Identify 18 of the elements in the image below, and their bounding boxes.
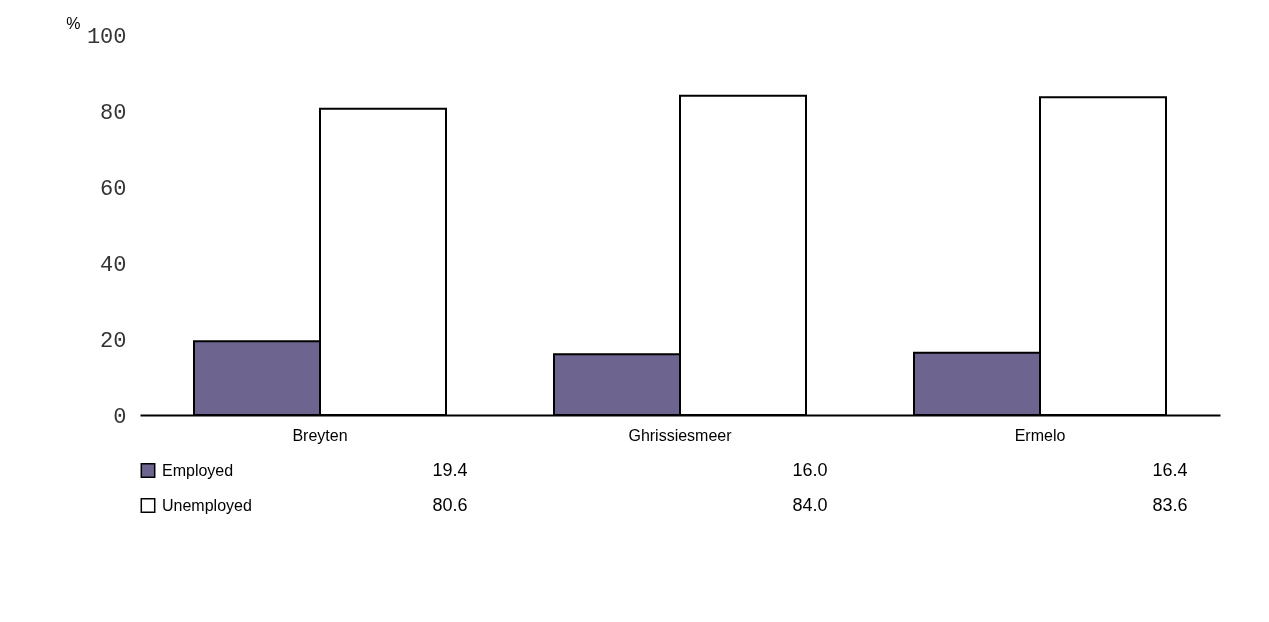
data-label: 83.6 [1152, 494, 1188, 515]
x-tick-label: Ghrissiesmeer [628, 426, 733, 444]
data-label: 16.0 [792, 459, 828, 480]
y-axis-title: % [66, 14, 81, 32]
y-tick-label: 80 [100, 100, 127, 126]
data-label: 80.6 [432, 494, 468, 515]
data-label: 19.4 [432, 459, 468, 480]
legend-label: Unemployed [162, 496, 252, 514]
data-label: 84.0 [792, 494, 828, 515]
y-tick-label: 40 [100, 252, 127, 278]
y-tick-label: 0 [113, 404, 127, 430]
x-tick-label: Breyten [292, 426, 348, 444]
y-tick-label: 20 [100, 328, 127, 354]
y-tick-label: 60 [100, 176, 127, 202]
data-label: 16.4 [1152, 459, 1188, 480]
y-tick-label: 100 [86, 24, 127, 50]
legend-label: Employed [162, 461, 234, 479]
x-tick-label: Ermelo [1014, 426, 1066, 444]
